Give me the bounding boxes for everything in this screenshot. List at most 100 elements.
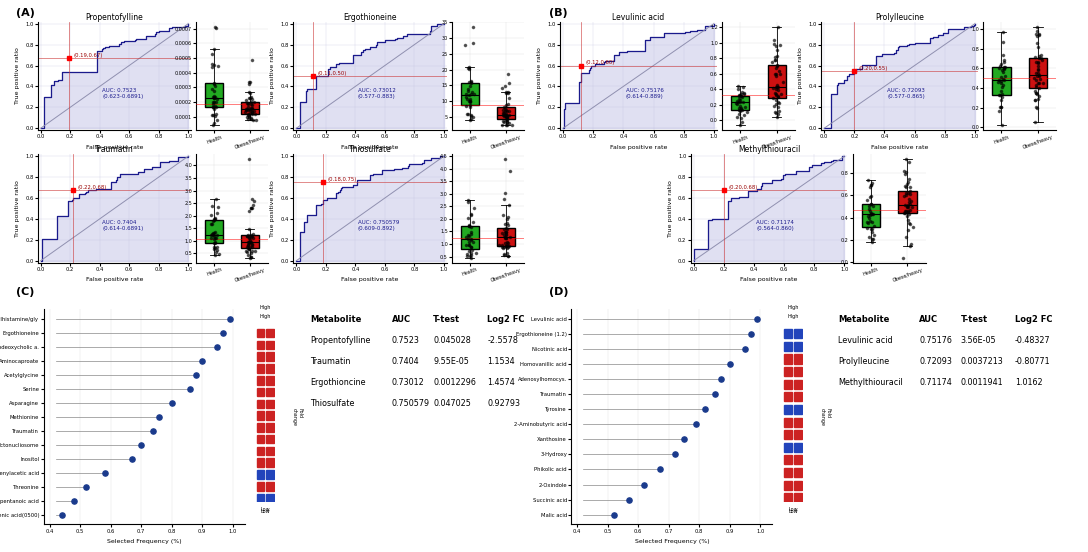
Point bbox=[735, 103, 753, 112]
Point bbox=[242, 104, 259, 113]
Point bbox=[498, 115, 516, 124]
Text: 3.56E-05: 3.56E-05 bbox=[961, 336, 997, 344]
Point bbox=[242, 77, 259, 86]
Point bbox=[205, 45, 222, 54]
Point bbox=[205, 99, 222, 108]
Text: (0.11,0.50): (0.11,0.50) bbox=[317, 71, 346, 76]
Point bbox=[497, 100, 515, 109]
Point bbox=[863, 237, 880, 246]
Point bbox=[902, 240, 919, 248]
Point bbox=[463, 246, 481, 255]
Bar bbox=[794, 430, 802, 439]
Point bbox=[900, 195, 917, 204]
Bar bbox=[784, 417, 792, 427]
Point bbox=[238, 104, 256, 113]
Point bbox=[206, 97, 223, 106]
Point bbox=[498, 215, 516, 224]
Point bbox=[206, 22, 223, 31]
Point bbox=[209, 203, 226, 212]
Text: Levulinic acid: Levulinic acid bbox=[838, 336, 892, 344]
Point bbox=[205, 228, 222, 237]
Point bbox=[494, 242, 511, 251]
Point bbox=[900, 219, 917, 228]
Point bbox=[495, 195, 512, 204]
Point bbox=[902, 219, 919, 228]
Point bbox=[769, 46, 787, 55]
PathPatch shape bbox=[461, 83, 479, 105]
Point bbox=[202, 202, 220, 211]
Point bbox=[992, 103, 1010, 112]
Point bbox=[207, 82, 224, 91]
X-axis label: False positive rate: False positive rate bbox=[740, 278, 798, 283]
Point bbox=[1028, 39, 1046, 47]
Bar bbox=[257, 400, 264, 408]
Text: High: High bbox=[788, 305, 799, 310]
Title: Prolylleucine: Prolylleucine bbox=[875, 13, 924, 22]
Point bbox=[765, 84, 782, 93]
Point bbox=[498, 115, 516, 124]
Point bbox=[771, 69, 789, 78]
Point bbox=[731, 102, 749, 110]
Bar bbox=[267, 447, 274, 455]
Point bbox=[731, 95, 749, 104]
Bar bbox=[257, 423, 264, 432]
Point bbox=[1029, 65, 1047, 74]
Point bbox=[244, 108, 261, 116]
Text: High: High bbox=[260, 305, 271, 310]
Point bbox=[993, 121, 1011, 130]
Point bbox=[205, 102, 222, 111]
Point bbox=[243, 99, 260, 108]
Point bbox=[996, 55, 1013, 64]
Point bbox=[774, 77, 791, 86]
Text: 0.73012: 0.73012 bbox=[392, 378, 424, 386]
X-axis label: False positive rate: False positive rate bbox=[86, 145, 144, 150]
Point bbox=[246, 107, 263, 115]
Point bbox=[462, 110, 480, 119]
Point bbox=[732, 103, 750, 112]
Point bbox=[898, 167, 915, 176]
Point bbox=[151, 412, 169, 421]
Bar bbox=[784, 354, 792, 364]
Point bbox=[206, 61, 223, 70]
Point bbox=[990, 64, 1007, 73]
Text: 9.55E-05: 9.55E-05 bbox=[433, 357, 469, 365]
Text: Low: Low bbox=[261, 507, 270, 512]
Point bbox=[498, 243, 516, 252]
Point bbox=[902, 190, 919, 199]
Point bbox=[240, 233, 258, 242]
Point bbox=[605, 510, 622, 519]
Point bbox=[202, 84, 220, 93]
Point bbox=[206, 93, 223, 102]
Bar bbox=[257, 482, 264, 491]
Bar bbox=[267, 411, 274, 420]
Point bbox=[496, 82, 514, 91]
Point bbox=[458, 233, 475, 242]
Y-axis label: True positive ratio: True positive ratio bbox=[270, 47, 275, 104]
Point bbox=[991, 91, 1009, 100]
Point bbox=[895, 170, 913, 179]
Point bbox=[242, 236, 259, 245]
Point bbox=[1026, 96, 1043, 105]
Point bbox=[243, 115, 260, 124]
Bar bbox=[784, 405, 792, 414]
Point bbox=[207, 24, 224, 33]
Point bbox=[462, 242, 480, 251]
Point bbox=[860, 212, 877, 221]
Bar bbox=[257, 435, 264, 443]
Point bbox=[1028, 26, 1046, 35]
Text: Propentofylline: Propentofylline bbox=[310, 336, 370, 344]
Point bbox=[1030, 30, 1048, 39]
Point bbox=[203, 216, 221, 225]
Point bbox=[206, 119, 223, 128]
Point bbox=[459, 198, 477, 206]
Text: 1.4574: 1.4574 bbox=[487, 378, 516, 386]
Text: (0.18,0.75): (0.18,0.75) bbox=[327, 177, 357, 182]
Point bbox=[994, 38, 1012, 46]
Point bbox=[500, 233, 518, 242]
Point bbox=[462, 253, 480, 262]
Point bbox=[996, 62, 1013, 71]
Point bbox=[461, 100, 479, 109]
Point bbox=[1031, 75, 1049, 83]
Point bbox=[458, 252, 475, 261]
Point bbox=[498, 88, 516, 97]
